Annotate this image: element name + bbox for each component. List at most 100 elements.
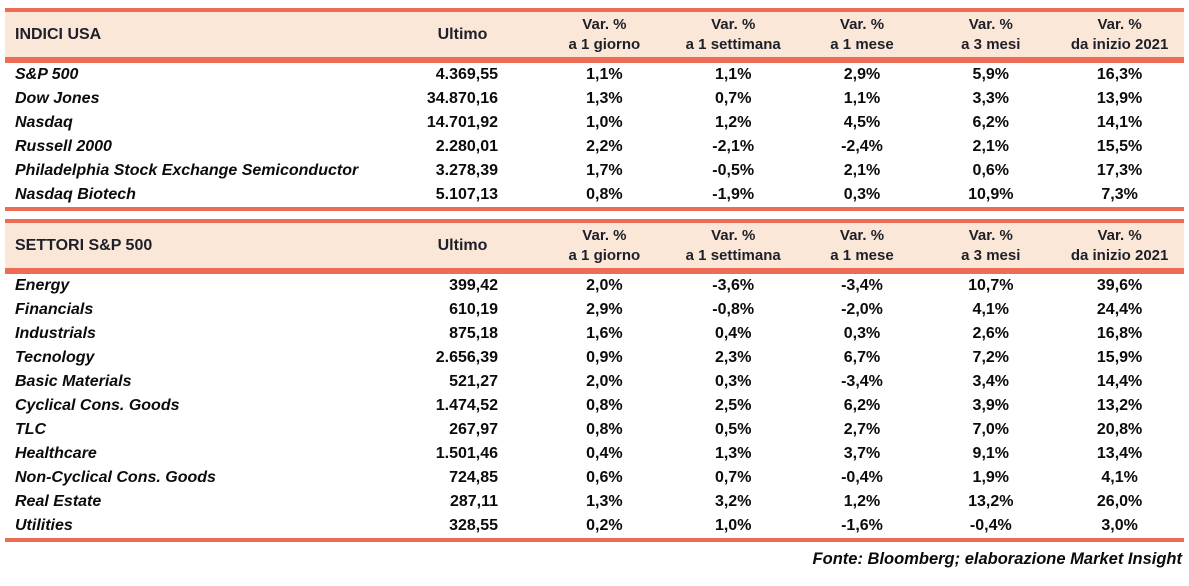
var-period-label: da inizio 2021 — [1070, 35, 1169, 53]
row-ultimo-value: 5.107,13 — [435, 186, 498, 203]
row-var-value: 2,0% — [586, 277, 623, 294]
table-row: Energy 399,42 2,0% -3,6% -3,4% 10,7% 39,6% — [5, 274, 1184, 298]
row-ultimo-value: 328,55 — [449, 517, 498, 534]
row-var-value: 2,3% — [714, 349, 752, 366]
row-var-value: 2,5% — [714, 397, 752, 414]
row-var-value: 0,4% — [714, 325, 752, 342]
column-header-var: Var. % a 1 giorno — [540, 226, 669, 266]
var-period-label: da inizio 2021 — [1070, 246, 1169, 264]
row-var-value: 0,8% — [586, 397, 623, 414]
row-name: Tecnology — [15, 349, 95, 366]
row-var-value: 13,2% — [968, 493, 1014, 510]
column-header-var: Var. % a 3 mesi — [926, 226, 1055, 266]
row-var-value: 6,2% — [972, 114, 1010, 131]
row-var-value: 13,2% — [1096, 397, 1143, 414]
row-name: Nasdaq Biotech — [15, 186, 136, 203]
table-row: Utilities 328,55 0,2% 1,0% -1,6% -0,4% 3,0% — [5, 514, 1184, 538]
row-var-value: -0,4% — [841, 469, 883, 486]
section-bottom-rule — [5, 538, 1184, 542]
row-ultimo-value: 875,18 — [449, 325, 498, 342]
row-var-value: 13,4% — [1096, 445, 1143, 462]
row-var-value: 9,1% — [972, 445, 1010, 462]
var-period-label: a 1 giorno — [568, 35, 641, 53]
column-header-var: Var. % a 1 settimana — [669, 226, 798, 266]
section-top-rule — [5, 8, 1184, 12]
table-row: Financials 610,19 2,9% -0,8% -2,0% 4,1% 24,4% — [5, 298, 1184, 322]
row-var-value: 1,7% — [586, 162, 623, 179]
table-row: Non-Cyclical Cons. Goods 724,85 0,6% 0,7% -0… — [5, 466, 1184, 490]
section-rows: S&P 500 4.369,55 1,1% 1,1% 2,9% 5,9% 16,3% Dow … — [5, 63, 1184, 207]
table-row: Tecnology 2.656,39 0,9% 2,3% 6,7% 7,2% 15,9% — [5, 346, 1184, 370]
row-var-value: -1,6% — [841, 517, 883, 534]
column-header-var: Var. % a 1 giorno — [540, 15, 669, 55]
row-var-value: 0,6% — [586, 469, 623, 486]
var-period-label: a 3 mesi — [961, 246, 1021, 264]
row-var-value: 6,2% — [843, 397, 881, 414]
row-name: Financials — [15, 301, 94, 318]
row-var-value: 3,3% — [972, 90, 1010, 107]
row-ultimo-value: 724,85 — [449, 469, 498, 486]
row-var-value: 14,4% — [1096, 373, 1143, 390]
row-ultimo-value: 287,11 — [449, 493, 498, 510]
var-period-label: a 3 mesi — [961, 35, 1021, 53]
row-var-value: 15,9% — [1096, 349, 1143, 366]
row-name: Non-Cyclical Cons. Goods — [15, 469, 216, 486]
header-row: SETTORI S&P 500 Ultimo Var. % a 1 giorno V… — [5, 223, 1184, 268]
row-var-value: 1,1% — [586, 66, 623, 83]
row-var-value: 1,3% — [586, 90, 623, 107]
row-var-value: 1,0% — [714, 517, 752, 534]
row-var-value: 0,3% — [843, 186, 881, 203]
row-var-value: 2,9% — [586, 301, 623, 318]
row-var-value: 1,3% — [714, 445, 752, 462]
row-var-value: 0,3% — [714, 373, 752, 390]
header-row: INDICI USA Ultimo Var. % a 1 giorno Var. %… — [5, 12, 1184, 57]
table-row: Nasdaq Biotech 5.107,13 0,8% -1,9% 0,3% 10,9%… — [5, 183, 1184, 207]
row-var-value: -2,0% — [841, 301, 883, 318]
row-var-value: 0,8% — [586, 421, 623, 438]
row-ultimo-value: 267,97 — [449, 421, 498, 438]
row-var-value: -0,8% — [712, 301, 755, 318]
row-var-value: 15,5% — [1096, 138, 1143, 155]
section-top-rule — [5, 219, 1184, 223]
row-var-value: 3,4% — [972, 373, 1010, 390]
var-label: Var. % — [711, 15, 756, 33]
row-var-value: -2,4% — [841, 138, 883, 155]
var-period-label: a 1 settimana — [685, 35, 781, 53]
row-var-value: 3,2% — [714, 493, 752, 510]
sections-container: INDICI USA Ultimo Var. % a 1 giorno Var. %… — [5, 8, 1184, 542]
column-header-var: Var. % a 3 mesi — [926, 15, 1055, 55]
row-var-value: 2,7% — [843, 421, 881, 438]
var-label: Var. % — [1097, 226, 1142, 244]
row-name: Dow Jones — [15, 90, 100, 107]
row-var-value: -0,4% — [969, 517, 1012, 534]
section-rows: Energy 399,42 2,0% -3,6% -3,4% 10,7% 39,6% Fina… — [5, 274, 1184, 538]
table-section: SETTORI S&P 500 Ultimo Var. % a 1 giorno V… — [5, 219, 1184, 542]
row-ultimo-value: 2.656,39 — [435, 349, 498, 366]
table-row: Russell 2000 2.280,01 2,2% -2,1% -2,4% 2,1% 15… — [5, 135, 1184, 159]
column-header-ultimo: Ultimo — [437, 25, 488, 43]
row-var-value: 2,0% — [586, 373, 623, 390]
row-var-value: -3,4% — [841, 277, 883, 294]
row-var-value: 0,9% — [586, 349, 623, 366]
row-var-value: 0,7% — [714, 469, 752, 486]
row-var-value: 1,1% — [843, 90, 881, 107]
row-var-value: 10,9% — [968, 186, 1014, 203]
row-ultimo-value: 4.369,55 — [435, 66, 498, 83]
source-note: Fonte: Bloomberg; elaborazione Market In… — [812, 550, 1182, 568]
row-name: Industrials — [15, 325, 96, 342]
row-var-value: 0,5% — [714, 421, 752, 438]
var-period-label: a 1 mese — [830, 35, 894, 53]
var-label: Var. % — [839, 15, 885, 33]
table-row: Cyclical Cons. Goods 1.474,52 0,8% 2,5% 6,2%… — [5, 394, 1184, 418]
row-var-value: 7,2% — [972, 349, 1010, 366]
column-header-var: Var. % a 1 settimana — [669, 15, 798, 55]
row-var-value: 0,4% — [586, 445, 623, 462]
row-var-value: 7,0% — [972, 421, 1010, 438]
var-period-label: a 1 giorno — [568, 246, 641, 264]
row-var-value: 2,9% — [843, 66, 881, 83]
table-row: Basic Materials 521,27 2,0% 0,3% -3,4% 3,4% 14… — [5, 370, 1184, 394]
row-var-value: 3,7% — [843, 445, 881, 462]
row-var-value: -0,5% — [712, 162, 755, 179]
column-header-var: Var. % a 1 mese — [798, 15, 927, 55]
row-name: Real Estate — [15, 493, 102, 510]
